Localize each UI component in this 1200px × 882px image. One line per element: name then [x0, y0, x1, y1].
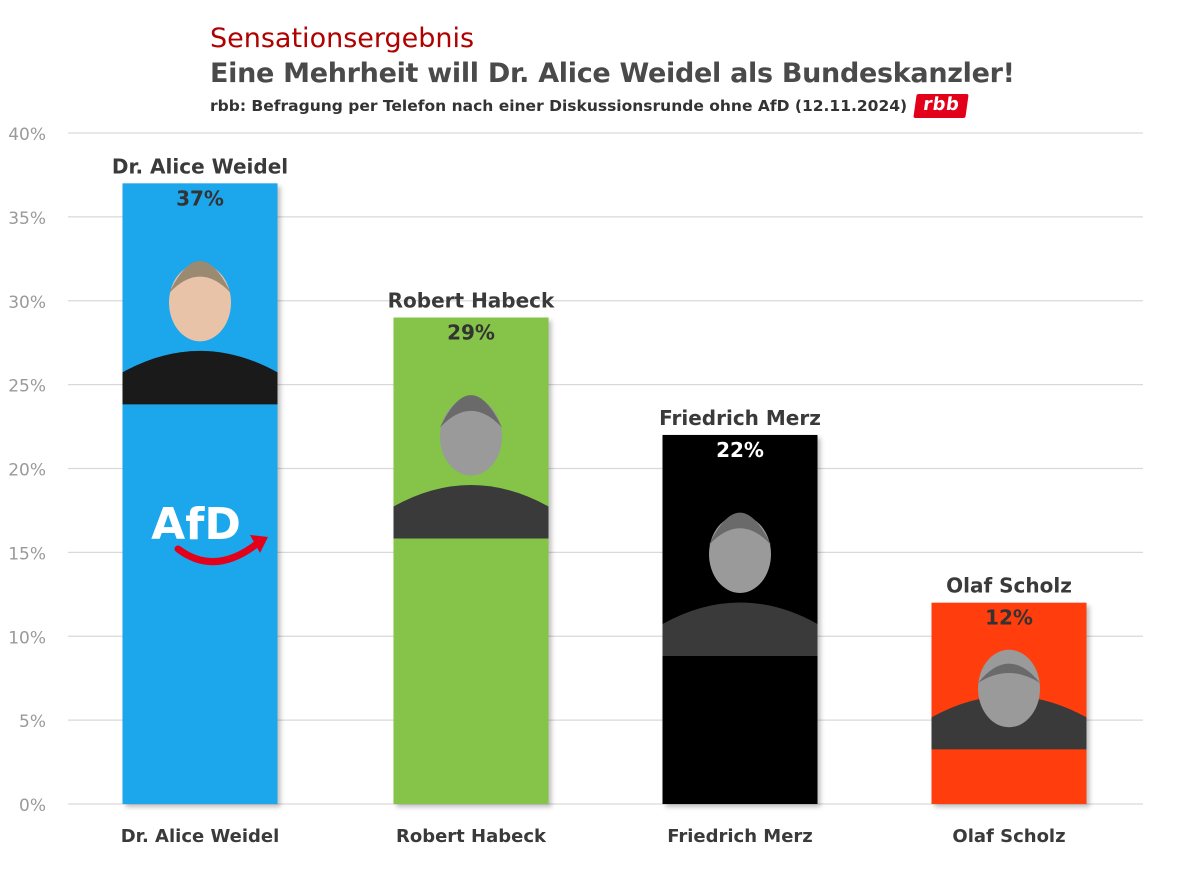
- y-tick-label: 0%: [19, 796, 46, 816]
- chart-subtitle: rbb: Befragung per Telefon nach einer Di…: [210, 97, 908, 115]
- bar-name-label: Friedrich Merz: [659, 406, 821, 430]
- chart-title: Eine Mehrheit will Dr. Alice Weidel als …: [210, 58, 1015, 89]
- x-tick-label: Olaf Scholz: [952, 826, 1065, 847]
- y-tick-label: 20%: [8, 461, 46, 481]
- portrait-scholz: [931, 649, 1087, 750]
- x-tick-label: Friedrich Merz: [667, 826, 813, 847]
- y-tick-label: 35%: [8, 209, 46, 229]
- data-label: 22%: [716, 438, 764, 462]
- y-tick-label: 25%: [8, 377, 46, 397]
- subtitle-row: rbb: Befragung per Telefon nach einer Di…: [210, 94, 1110, 118]
- bar-name-label: Dr. Alice Weidel: [112, 154, 288, 178]
- x-tick-label: Dr. Alice Weidel: [121, 826, 280, 847]
- afd-arrow-icon: [250, 534, 268, 553]
- data-label: 37%: [176, 186, 224, 210]
- y-tick-label: 10%: [8, 628, 46, 648]
- data-label: 29%: [447, 321, 495, 345]
- data-label: 12%: [985, 606, 1033, 630]
- y-tick-label: 30%: [8, 293, 46, 313]
- x-tick-label: Robert Habeck: [396, 826, 547, 847]
- afd-logo: AfD: [151, 499, 268, 565]
- bar-name-label: Robert Habeck: [388, 289, 555, 313]
- afd-swoosh: [174, 539, 262, 565]
- y-tick-label: 40%: [8, 125, 46, 145]
- bar-name-label: Olaf Scholz: [946, 574, 1072, 598]
- portrait-merz: [662, 512, 818, 656]
- y-tick-label: 15%: [8, 544, 46, 564]
- chart-header: Sensationsergebnis Eine Mehrheit will Dr…: [210, 22, 1110, 118]
- y-tick-label: 5%: [19, 712, 46, 732]
- chart-kicker: Sensationsergebnis: [210, 23, 475, 54]
- portrait-habeck: [393, 395, 549, 539]
- afd-logo-text: AfD: [151, 499, 241, 550]
- portrait-weidel: [122, 260, 278, 405]
